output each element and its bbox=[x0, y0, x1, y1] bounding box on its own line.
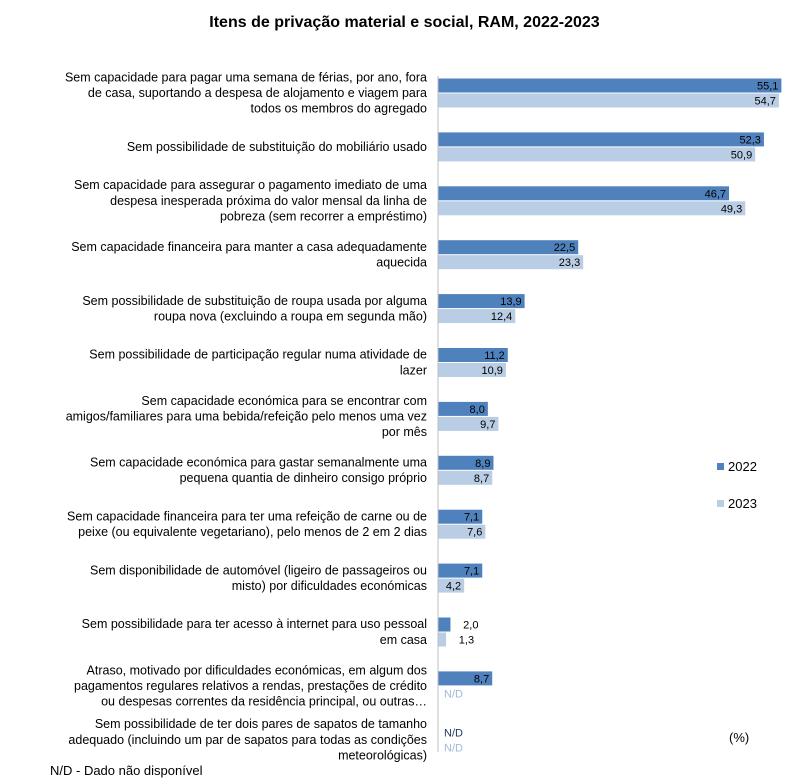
data-label-2022: 2,0 bbox=[463, 620, 478, 632]
category-label: Sem disponibilidade de automóvel (ligeir… bbox=[90, 563, 427, 593]
category-label: Sem capacidade para assegurar o pagament… bbox=[74, 178, 427, 223]
bar-2022 bbox=[438, 617, 451, 632]
category-label: Sem capacidade económica para se encontr… bbox=[66, 394, 427, 439]
data-label-2022: 55,1 bbox=[757, 81, 778, 93]
data-label-2023: 12,4 bbox=[491, 311, 512, 323]
category-label: Sem capacidade para pagar uma semana de … bbox=[65, 70, 427, 115]
category-label: Sem possibilidade para ter acesso à inte… bbox=[82, 617, 427, 647]
chart-title: Itens de privação material e social, RAM… bbox=[209, 14, 600, 31]
category-label: Sem capacidade financeira para manter a … bbox=[71, 240, 427, 270]
bar-2022 bbox=[438, 78, 782, 93]
bar-2023 bbox=[438, 470, 493, 485]
bar-2023 bbox=[438, 201, 746, 216]
data-label-2022: 8,0 bbox=[470, 404, 485, 416]
bar-2023 bbox=[438, 416, 499, 431]
data-label-2022: 13,9 bbox=[500, 296, 521, 308]
bar-2023 bbox=[438, 578, 465, 593]
bar-2022 bbox=[438, 186, 730, 201]
legend-swatch-2023 bbox=[717, 500, 724, 507]
data-label-2022: 46,7 bbox=[705, 188, 726, 200]
data-label-2023: 8,7 bbox=[474, 473, 489, 485]
data-label-2023: 9,7 bbox=[480, 419, 495, 431]
category-label: Sem possibilidade de substituição de rou… bbox=[82, 294, 427, 324]
legend-item-2022: 2022 bbox=[717, 459, 757, 474]
data-label-2023: 54,7 bbox=[754, 96, 775, 108]
legend-item-2023: 2023 bbox=[717, 496, 757, 511]
bar-2023 bbox=[438, 309, 516, 324]
data-label-na-2022: N/D bbox=[444, 727, 463, 739]
data-label-2023: 23,3 bbox=[559, 257, 580, 269]
bar-2022 bbox=[438, 240, 579, 255]
category-label: Sem capacidade económica para gastar sem… bbox=[90, 456, 427, 486]
data-label-2023: 50,9 bbox=[731, 149, 752, 161]
legend-label-2022: 2022 bbox=[728, 459, 757, 474]
category-label: Sem possibilidade de substituição do mob… bbox=[127, 140, 427, 154]
unit-label: (%) bbox=[729, 730, 750, 745]
legend-label-2023: 2023 bbox=[728, 496, 757, 511]
bar-2022 bbox=[438, 294, 525, 309]
bar-2022 bbox=[438, 509, 483, 524]
data-label-2022: 8,7 bbox=[474, 673, 489, 685]
data-label-2022: 52,3 bbox=[740, 134, 761, 146]
data-label-2022: 8,9 bbox=[475, 458, 490, 470]
data-label-na-2023: N/D bbox=[444, 742, 463, 754]
category-label: Sem possibilidade de ter dois pares de s… bbox=[68, 717, 427, 762]
data-label-na-2023: N/D bbox=[444, 688, 463, 700]
bar-2022 bbox=[438, 671, 493, 686]
bar-2023 bbox=[438, 147, 756, 162]
category-label: Sem capacidade financeira para ter uma r… bbox=[67, 509, 427, 539]
data-label-2023: 49,3 bbox=[721, 203, 742, 215]
legend-swatch-2022 bbox=[717, 463, 724, 470]
bar-2023 bbox=[438, 363, 506, 377]
footnote: N/D - Dado não disponível bbox=[50, 763, 203, 778]
data-label-2023: 10,9 bbox=[482, 365, 503, 377]
data-label-2022: 11,2 bbox=[484, 350, 505, 362]
bar-2023 bbox=[438, 93, 779, 108]
bar-2022 bbox=[438, 455, 494, 470]
bar-2022 bbox=[438, 401, 488, 416]
bar-2022 bbox=[438, 348, 508, 362]
data-label-2022: 7,1 bbox=[464, 512, 479, 524]
category-label: Sem possibilidade de participação regula… bbox=[89, 348, 427, 378]
bar-2022 bbox=[438, 132, 764, 147]
bar-2023 bbox=[438, 632, 447, 647]
bar-2023 bbox=[438, 255, 584, 270]
data-label-2022: 7,1 bbox=[464, 566, 479, 578]
data-label-2022: 22,5 bbox=[554, 242, 575, 254]
data-label-2023: 7,6 bbox=[467, 527, 482, 539]
data-label-2023: 4,2 bbox=[446, 581, 461, 593]
data-label-2023: 1,3 bbox=[459, 635, 474, 647]
bar-2023 bbox=[438, 524, 486, 539]
category-label: Atraso, motivado por dificuldades económ… bbox=[74, 663, 427, 708]
bar-2022 bbox=[438, 563, 483, 578]
